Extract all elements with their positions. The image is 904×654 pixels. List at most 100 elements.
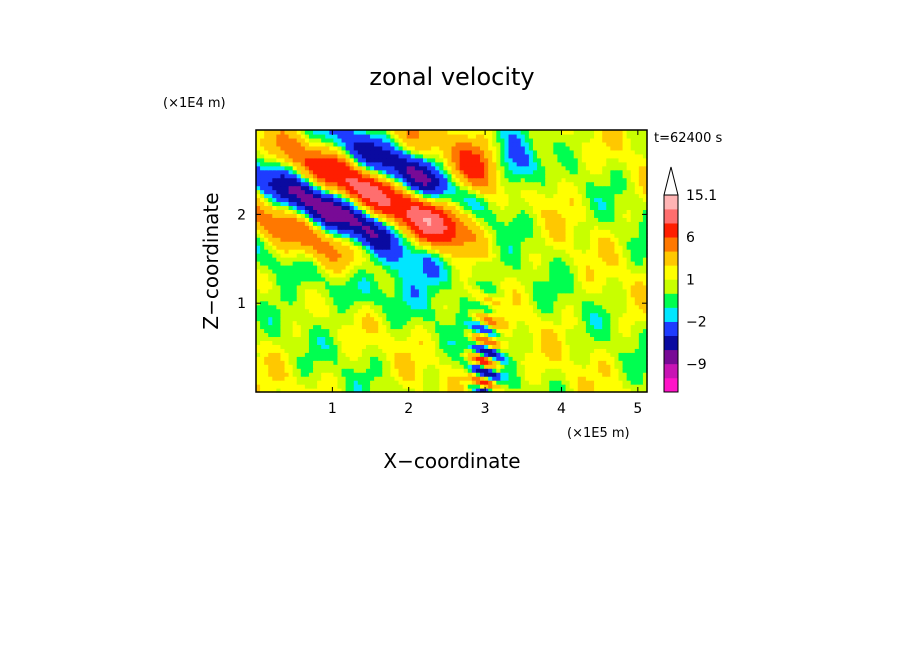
heatmap-cell xyxy=(272,300,277,306)
heatmap-cell xyxy=(256,233,261,238)
heatmap-cell xyxy=(634,388,640,393)
heatmap-cell xyxy=(598,364,603,369)
heatmap-cell xyxy=(541,268,546,274)
heatmap-cell xyxy=(581,336,587,341)
heatmap-cell xyxy=(394,352,400,357)
heatmap-cell xyxy=(414,380,420,385)
heatmap-cell xyxy=(329,189,334,195)
heatmap-cell xyxy=(463,356,469,361)
heatmap-cell xyxy=(422,296,428,302)
heatmap-cell xyxy=(606,300,611,306)
heatmap-cell xyxy=(516,304,522,310)
heatmap-cell xyxy=(268,185,273,191)
heatmap-cell xyxy=(427,292,432,298)
heatmap-cell xyxy=(496,249,501,254)
heatmap-cell xyxy=(614,372,620,377)
heatmap-cell xyxy=(512,308,518,314)
heatmap-cell xyxy=(618,312,624,318)
heatmap-cell xyxy=(427,272,432,278)
heatmap-cell xyxy=(292,332,298,338)
heatmap-cell xyxy=(598,372,603,377)
heatmap-cell xyxy=(504,284,510,290)
heatmap-cell xyxy=(480,241,485,246)
heatmap-cell xyxy=(374,201,379,207)
heatmap-cell xyxy=(317,324,322,330)
heatmap-cell xyxy=(304,205,310,210)
heatmap-cell xyxy=(317,296,322,302)
heatmap-cell xyxy=(365,201,371,207)
heatmap-cell xyxy=(276,229,282,234)
heatmap-cell xyxy=(431,304,436,310)
heatmap-cell xyxy=(488,376,493,381)
heatmap-cell xyxy=(288,348,294,353)
heatmap-cell xyxy=(463,344,469,349)
heatmap-cell xyxy=(288,257,294,262)
heatmap-cell xyxy=(585,280,591,286)
heatmap-cell xyxy=(638,296,644,302)
heatmap-cell xyxy=(378,324,383,330)
heatmap-cell xyxy=(561,328,567,334)
heatmap-cell xyxy=(353,257,359,262)
heatmap-cell xyxy=(386,348,391,353)
heatmap-cell xyxy=(361,324,367,330)
heatmap-cell xyxy=(406,272,412,278)
heatmap-cell xyxy=(357,288,363,294)
heatmap-cell xyxy=(394,312,400,318)
heatmap-cell xyxy=(406,336,412,341)
heatmap-cell xyxy=(349,257,355,262)
heatmap-cell xyxy=(553,257,558,262)
heatmap-cell xyxy=(565,312,571,318)
heatmap-cell xyxy=(378,233,383,238)
heatmap-cell xyxy=(504,348,510,353)
heatmap-cell xyxy=(589,189,595,195)
heatmap-cell xyxy=(455,304,461,310)
heatmap-cell xyxy=(634,209,640,214)
heatmap-cell xyxy=(549,193,554,199)
heatmap-cell xyxy=(337,280,343,286)
heatmap-cell xyxy=(325,268,330,274)
heatmap-cell xyxy=(296,245,302,250)
heatmap-cell xyxy=(451,356,457,361)
heatmap-cell xyxy=(561,284,567,290)
heatmap-cell xyxy=(321,288,326,294)
heatmap-cell xyxy=(463,376,469,381)
heatmap-cell xyxy=(333,189,339,195)
heatmap-cell xyxy=(357,372,363,377)
heatmap-cell xyxy=(357,241,363,246)
heatmap-cell xyxy=(528,304,534,310)
heatmap-cell xyxy=(573,201,579,207)
heatmap-cell xyxy=(508,189,514,195)
heatmap-cell xyxy=(414,257,420,262)
heatmap-cell xyxy=(390,233,396,238)
heatmap-cell xyxy=(622,209,628,214)
heatmap-cell xyxy=(484,264,489,270)
heatmap-cell xyxy=(471,332,477,338)
heatmap-cell xyxy=(573,276,579,282)
heatmap-cell xyxy=(553,264,558,270)
heatmap-cell xyxy=(508,352,514,357)
heatmap-cell xyxy=(528,344,534,349)
heatmap-cell xyxy=(329,308,334,314)
heatmap-cell xyxy=(537,320,542,326)
heatmap-cell xyxy=(549,320,554,326)
heatmap-cell xyxy=(349,296,355,302)
heatmap-cell xyxy=(304,372,310,377)
heatmap-cell xyxy=(626,352,632,357)
heatmap-cell xyxy=(361,308,367,314)
heatmap-cell xyxy=(642,261,648,266)
heatmap-cell xyxy=(394,185,400,191)
heatmap-cell xyxy=(638,332,644,338)
heatmap-cell xyxy=(577,205,583,210)
heatmap-cell xyxy=(622,384,628,389)
heatmap-cell xyxy=(630,245,636,250)
heatmap-cell xyxy=(594,276,599,282)
heatmap-cell xyxy=(508,185,514,191)
heatmap-cell xyxy=(549,213,554,218)
heatmap-cell xyxy=(573,316,579,322)
heatmap-cell xyxy=(284,261,290,266)
heatmap-cell xyxy=(459,336,465,341)
heatmap-cell xyxy=(256,380,261,385)
heatmap-cell xyxy=(520,257,526,262)
heatmap-cell xyxy=(443,376,449,381)
heatmap-cell xyxy=(642,272,648,278)
